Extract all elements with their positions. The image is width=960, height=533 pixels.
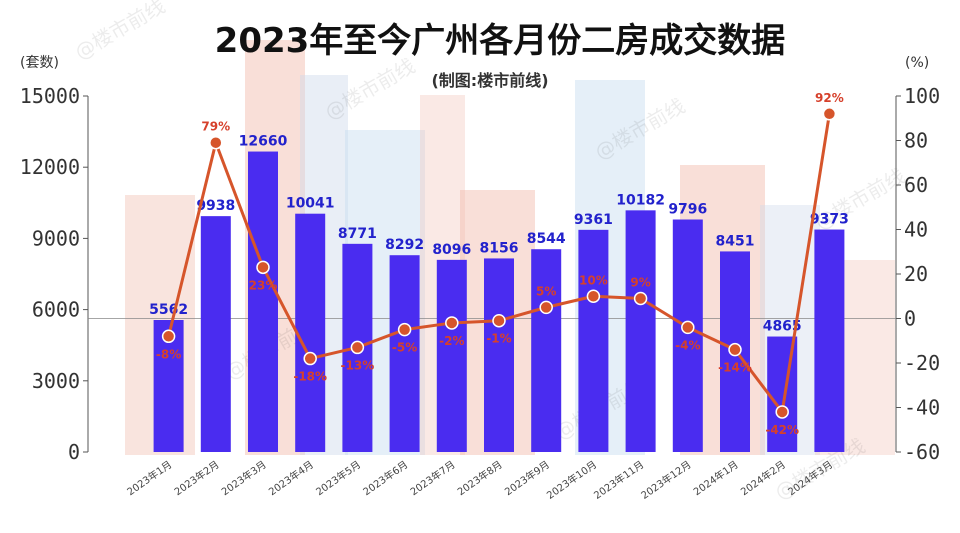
line-point [539, 300, 553, 315]
bar [248, 151, 278, 452]
x-tick-label: 2023年1月 [124, 458, 174, 498]
right-tick-label: -60 [904, 440, 940, 464]
bar-value-label: 10041 [286, 196, 335, 212]
bar [625, 210, 656, 452]
line-value-label: -2% [439, 334, 464, 348]
bar [389, 255, 420, 452]
line-point [633, 291, 648, 306]
line-point [728, 342, 742, 357]
line-value-label: 10% [579, 273, 608, 287]
x-tick-label: 2023年5月 [313, 458, 363, 498]
left-tick-label: 9000 [32, 226, 80, 250]
bar-value-label: 8292 [385, 237, 424, 253]
right-tick-label: 60 [904, 173, 928, 197]
line-point [397, 322, 412, 337]
bar-value-label: 8771 [338, 226, 377, 242]
x-tick-label: 2023年8月 [455, 458, 505, 498]
x-tick-label: 2023年10月 [544, 458, 599, 502]
line-point [350, 340, 365, 355]
line-value-label: -14% [718, 361, 752, 375]
left-tick-label: 6000 [32, 298, 80, 322]
left-axis-ticks: 0 3000 6000 9000 12000 15000 [20, 84, 88, 464]
line-value-label: 9% [630, 275, 650, 289]
bar-value-label: 8156 [480, 240, 519, 256]
line-point [822, 107, 837, 121]
line-point [445, 316, 459, 330]
line-point [209, 135, 223, 150]
bar-value-label: 9361 [574, 212, 613, 228]
chart-subtitle: (制图:楼市前线) [431, 71, 548, 90]
line-value-label: 23% [249, 278, 278, 292]
line-point [256, 260, 270, 275]
bar [672, 219, 703, 452]
bar [436, 259, 467, 452]
bar-value-label: 9938 [196, 198, 235, 214]
line-point [586, 289, 601, 303]
right-axis-unit: (%) [905, 55, 929, 71]
line-value-label: -13% [341, 358, 375, 372]
bar [814, 229, 845, 452]
line-value-label: 5% [536, 284, 556, 298]
right-tick-label: 20 [904, 262, 928, 286]
left-axis-unit: (套数) [20, 55, 59, 71]
x-axis-ticks: 2023年1月2023年2月2023年3月2023年4月2023年5月2023年… [124, 458, 835, 502]
bar-value-label: 10182 [616, 192, 665, 208]
right-tick-label: 40 [904, 218, 928, 242]
bar-value-label: 8096 [432, 242, 471, 258]
line-point [161, 329, 176, 344]
line-value-label: 92% [815, 91, 844, 105]
line-series [161, 107, 837, 419]
watermark-text: @楼市前线 [71, 0, 170, 64]
right-tick-label: -20 [904, 351, 940, 375]
chart-title: 2023年至今广州各月份二房成交数据 [215, 21, 786, 61]
right-tick-label: -40 [904, 396, 940, 420]
x-tick-label: 2023年6月 [360, 458, 410, 498]
bar [578, 229, 609, 452]
line-value-label: -1% [486, 332, 511, 346]
x-tick-label: 2023年2月 [172, 458, 222, 498]
left-tick-label: 15000 [20, 84, 80, 108]
line-value-label: -5% [392, 341, 417, 355]
bar-value-label: 12660 [239, 134, 288, 150]
x-tick-label: 2023年4月 [266, 458, 316, 498]
line-value-labels: -8% 79% 23% -18% -13% -5% -2% -1% 5% 10% 9% -4% -14%… [156, 91, 844, 437]
right-tick-label: 80 [904, 129, 928, 153]
bar-value-label: 4865 [763, 319, 802, 335]
x-tick-label: 2023年3月 [219, 458, 269, 498]
x-tick-label: 2023年12月 [638, 458, 693, 502]
x-tick-label: 2023年11月 [591, 458, 646, 502]
left-tick-label: 12000 [20, 155, 80, 179]
right-axis-ticks: -60 -40 -20 0 20 40 60 80 100 [896, 84, 940, 464]
x-tick-label: 2023年7月 [408, 458, 458, 498]
line-value-label: -8% [156, 347, 181, 361]
bar [484, 258, 514, 452]
bar-value-label: 5562 [149, 302, 188, 318]
x-tick-label: 2024年1月 [691, 458, 741, 498]
line-point [775, 405, 789, 419]
bar-value-label: 9373 [810, 212, 849, 228]
bar [531, 249, 562, 452]
left-tick-label: 0 [68, 440, 80, 464]
line-point [303, 351, 317, 366]
right-tick-label: 100 [904, 84, 940, 108]
bar-value-label: 8544 [527, 231, 566, 247]
left-tick-label: 3000 [32, 369, 80, 393]
line-point [492, 313, 506, 328]
line-point [681, 320, 695, 335]
line-value-label: -42% [765, 423, 799, 437]
bar [200, 216, 231, 452]
bar [295, 213, 326, 452]
bar-value-label: 8451 [716, 233, 755, 249]
bar-value-label: 9796 [668, 202, 707, 218]
line-value-label: -4% [675, 338, 700, 352]
line-value-label: -18% [293, 370, 327, 384]
right-tick-label: 0 [904, 307, 916, 331]
line-value-label: 79% [201, 120, 230, 134]
